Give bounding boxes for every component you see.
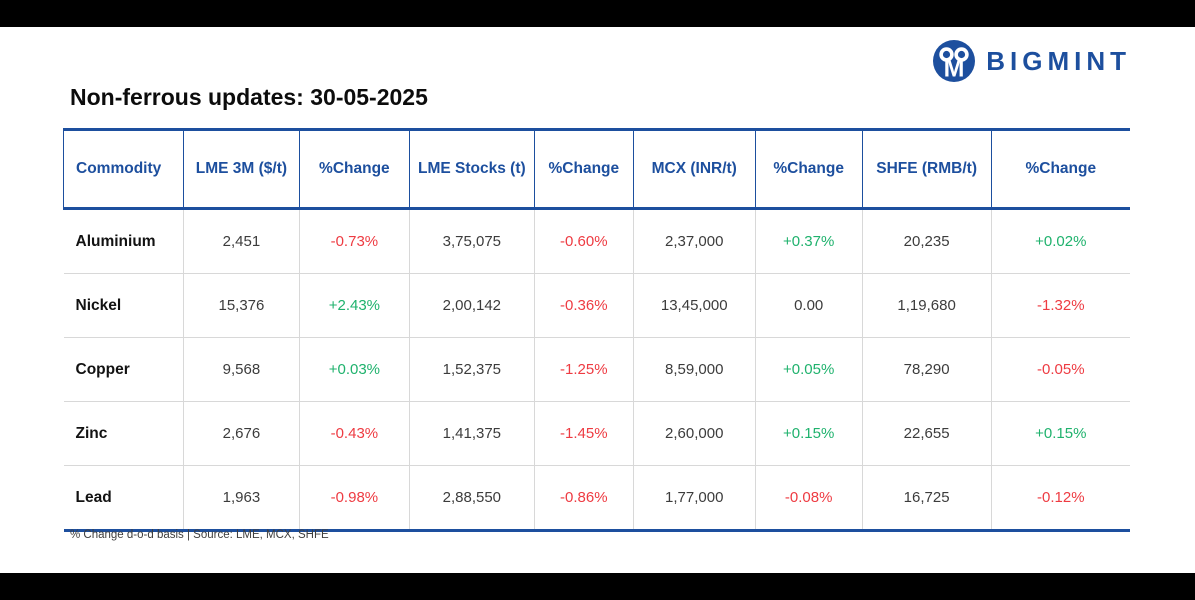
mcx-price-cell: 1,77,000 (632, 465, 756, 531)
lme-3m-cell: 15,376 (182, 273, 300, 338)
lme-3m-change-cell: -0.73% (298, 208, 410, 274)
lme-3m-change-cell: -0.98% (298, 465, 410, 531)
lme-stocks-change-cell: -0.60% (533, 208, 634, 274)
commodity-price-table: Commodity LME 3M ($/t) %Change LME Stock… (63, 128, 1130, 532)
mcx-change-cell: +0.05% (754, 337, 863, 402)
shfe-change-cell: -0.05% (990, 337, 1130, 402)
table-row-lead: Lead 1,963 -0.98% 2,88,550 -0.86% 1,77,0… (63, 465, 1130, 531)
col-header-lme-3m: LME 3M ($/t) (182, 129, 300, 210)
table-header-row: Commodity LME 3M ($/t) %Change LME Stock… (63, 129, 1130, 210)
col-header-commodity: Commodity (63, 129, 184, 210)
commodity-cell: Lead (63, 465, 184, 531)
mcx-price-cell: 2,37,000 (632, 208, 756, 274)
source-footnote: % Change d-o-d basis | Source: LME, MCX,… (70, 529, 329, 541)
table-row-nickel: Nickel 15,376 +2.43% 2,00,142 -0.36% 13,… (63, 273, 1130, 338)
shfe-change-cell: -0.12% (990, 465, 1130, 531)
page-title: Non-ferrous updates: 30-05-2025 (70, 84, 428, 110)
commodity-cell: Aluminium (75, 232, 156, 250)
col-header-mcx: MCX (INR/t) (632, 129, 756, 210)
owl-m-circle-icon: M (933, 40, 976, 83)
col-header-lme-stocks-change: %Change (533, 129, 634, 210)
lme-3m-cell: 9,568 (182, 337, 300, 402)
commodity-table-container: Commodity LME 3M ($/t) %Change LME Stock… (63, 128, 1130, 532)
lme-stocks-cell: 2,00,142 (408, 273, 535, 338)
commodity-cell: Zinc (63, 401, 184, 466)
shfe-price-cell: 22,655 (861, 401, 992, 466)
mcx-change-cell: +0.15% (754, 401, 863, 466)
lme-stocks-change-cell: -0.36% (533, 273, 634, 338)
top-black-bar (0, 0, 1195, 27)
col-header-shfe: SHFE (RMB/t) (861, 129, 992, 210)
lme-stocks-change-cell: -0.86% (533, 465, 634, 531)
commodity-cell: Copper (63, 337, 184, 402)
shfe-price-cell: 78,290 (861, 337, 992, 402)
shfe-change-cell: -1.32% (990, 273, 1130, 338)
lme-3m-change-cell: +0.03% (298, 337, 410, 402)
commodity-cell: Nickel (63, 273, 184, 338)
table-row-copper: Copper 9,568 +0.03% 1,52,375 -1.25% 8,59… (63, 337, 1130, 402)
lme-stocks-cell: 2,88,550 (408, 465, 535, 531)
lme-3m-cell: 2,676 (182, 401, 300, 466)
lme-stocks-cell: 1,41,375 (408, 401, 535, 466)
bigmint-logo: M BIGMINT (932, 39, 1131, 83)
table-row-aluminium: Aluminium 2,451 -0.73% 3,75,075 -0.60% 2… (64, 208, 1130, 274)
shfe-price-cell: 20,235 (861, 208, 992, 274)
col-header-mcx-change: %Change (754, 129, 863, 210)
col-header-lme-3m-change: %Change (298, 129, 410, 210)
mcx-change-cell: -0.08% (754, 465, 863, 531)
lme-3m-cell: 1,963 (182, 465, 300, 531)
shfe-price-cell: 1,19,680 (861, 273, 992, 338)
mcx-price-cell: 8,59,000 (632, 337, 756, 402)
bigmint-wordmark: BIGMINT (986, 45, 1131, 76)
table-row-zinc: Zinc 2,676 -0.43% 1,41,375 -1.45% 2,60,0… (63, 401, 1130, 466)
lme-stocks-change-cell: -1.45% (533, 401, 634, 466)
lme-stocks-cell: 3,75,075 (408, 208, 535, 274)
shfe-change-cell: +0.15% (990, 401, 1130, 466)
mcx-price-cell: 13,45,000 (632, 273, 756, 338)
shfe-change-cell: +0.02% (990, 208, 1130, 274)
mcx-change-cell: +0.37% (754, 208, 863, 274)
shfe-price-cell: 16,725 (861, 465, 992, 531)
lme-stocks-change-cell: -1.25% (533, 337, 634, 402)
svg-text:M: M (944, 55, 965, 83)
lme-3m-change-cell: +2.43% (298, 273, 410, 338)
bottom-black-bar (0, 573, 1195, 600)
lme-stocks-cell: 1,52,375 (408, 337, 535, 402)
col-header-shfe-change: %Change (990, 129, 1130, 210)
mcx-price-cell: 2,60,000 (632, 401, 756, 466)
col-header-lme-stocks: LME Stocks (t) (408, 129, 535, 210)
lme-3m-cell: 2,451 (182, 208, 300, 274)
mcx-change-cell: 0.00 (754, 273, 863, 338)
lme-3m-change-cell: -0.43% (298, 401, 410, 466)
